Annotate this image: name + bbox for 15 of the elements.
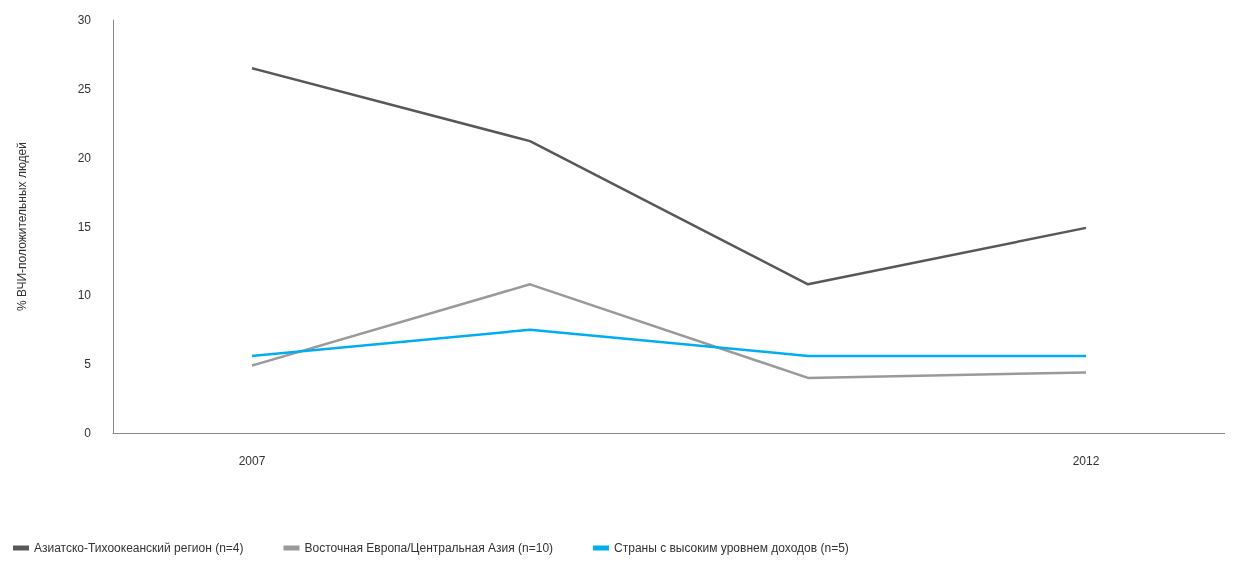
y-tick-label: 30: [77, 13, 92, 27]
line-series: [250, 66, 1088, 286]
legend-label: Азиатско-Тихоокеанский регион (n=4): [34, 541, 244, 555]
y-tick-label: 15: [77, 219, 92, 234]
y-tick-label: 10: [77, 288, 92, 303]
legend-label: Страны с высоким уровнем доходов (n=5): [614, 541, 849, 555]
y-tick-label: 20: [77, 150, 92, 165]
line-series: [250, 283, 1088, 380]
x-tick-label: 2012: [1072, 454, 1100, 468]
y-tick-label: 25: [77, 81, 92, 96]
y-axis-title: % ВЧИ-положительных людей: [15, 142, 29, 311]
legend-label: Восточная Европа/Центральная Азия (n=10): [304, 541, 554, 555]
y-tick-label: 0: [84, 426, 92, 440]
x-tick-label: 2007: [238, 454, 266, 468]
y-tick-label: 5: [84, 357, 92, 372]
